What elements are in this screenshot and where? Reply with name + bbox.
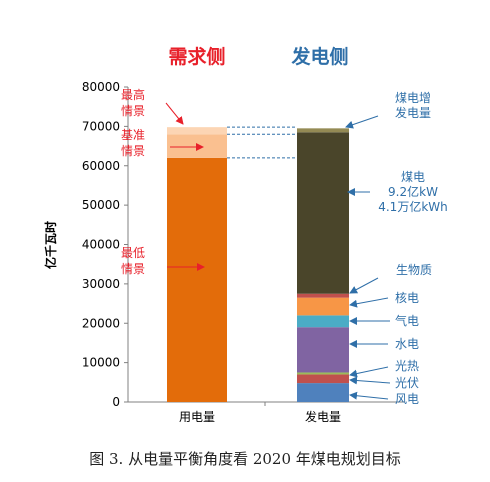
supply-annotation-label: 气电	[395, 313, 419, 328]
demand-annotation-arrow	[165, 102, 184, 125]
supply-annotation-arrow	[349, 297, 389, 308]
bar-segment	[297, 383, 349, 402]
supply-annotation-label: 风电	[395, 392, 419, 406]
y-tick-label: 70000	[82, 119, 120, 133]
bar-segment	[167, 157, 227, 402]
supply-annotation-label: 光伏	[395, 376, 419, 390]
bar-segment	[297, 327, 349, 373]
bar-segment	[297, 372, 349, 375]
y-tick-label: 80000	[82, 80, 120, 94]
chart: 需求侧 发电侧 亿千瓦时 0 10000 20000 30000 40000 50000 6…	[43, 45, 448, 424]
x-category-label: 用电量	[179, 410, 215, 424]
y-tick-label: 20000	[82, 316, 120, 330]
y-tick-label: 50000	[82, 198, 120, 212]
y-tick-label: 40000	[82, 238, 120, 252]
supply-annotation-arrow	[345, 115, 379, 129]
demand-annotation-label: 基准情景	[121, 128, 145, 158]
supply-annotation-label: 煤电增发电量	[395, 91, 431, 120]
y-axis-label: 亿千瓦时	[43, 221, 58, 269]
supply-annotation-arrow	[349, 376, 391, 385]
bars	[167, 126, 349, 402]
bar-segment	[297, 128, 349, 133]
bar-segment	[297, 132, 349, 294]
bar-segment	[167, 134, 227, 158]
supply-side-header: 发电侧	[290, 45, 348, 68]
supply-annotation-label: 核电	[395, 291, 419, 305]
supply-annotation-arrow	[349, 391, 389, 400]
demand-annotation-label: 最低情景	[121, 246, 145, 276]
supply-annotation-label: 光热	[395, 359, 419, 373]
y-tick-label: 10000	[82, 356, 120, 370]
y-tick-label: 30000	[82, 277, 120, 291]
scenario-dashed-lines	[227, 126, 297, 159]
bar-segment	[167, 127, 227, 135]
y-tick-label: 0	[112, 395, 120, 409]
bar-segment	[297, 293, 349, 298]
bar-segment	[297, 297, 349, 316]
demand-side-header: 需求侧	[168, 45, 225, 68]
supply-annotation-arrow	[349, 366, 389, 378]
y-tick-label: 60000	[82, 159, 120, 173]
supply-annotation-label: 水电	[395, 337, 419, 351]
supply-annotation-arrow	[349, 277, 379, 294]
figure-caption: 图 3. 从电量平衡角度看 2020 年煤电规划目标	[89, 450, 401, 468]
bar-segment	[297, 374, 349, 384]
supply-annotation-label: 煤电 9.2亿kW 4.1万亿kWh	[378, 170, 448, 214]
axes: 0 10000 20000 30000 40000 50000 60000 70000 8000…	[82, 80, 405, 424]
x-category-label: 发电量	[305, 409, 341, 424]
supply-annotation-label: 生物质	[396, 263, 432, 277]
demand-annotation-label: 最高情景	[121, 87, 145, 118]
bar-segment	[297, 315, 349, 328]
